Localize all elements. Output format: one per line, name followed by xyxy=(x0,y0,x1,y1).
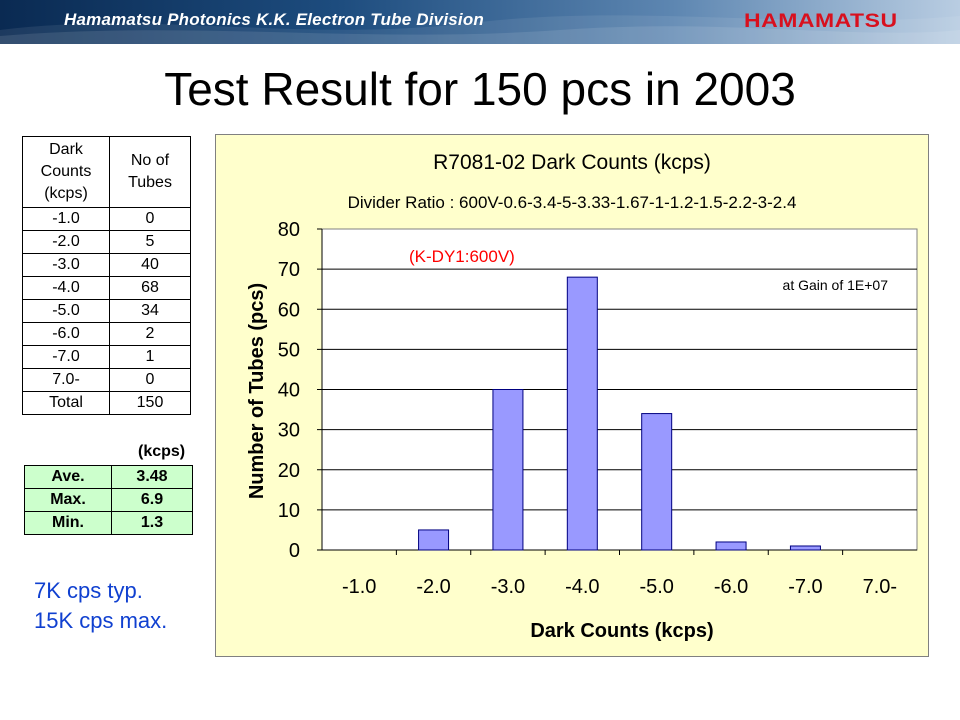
max-note: 15K cps max. xyxy=(34,608,168,633)
page-title: Test Result for 150 pcs in 2003 xyxy=(164,63,796,115)
dark-counts-cell: -4.0 xyxy=(22,276,110,300)
x-tick-label: -5.0 xyxy=(639,576,673,598)
bar xyxy=(715,541,747,551)
dark-counts-header: Dark Counts (kcps) xyxy=(22,136,110,208)
dark-counts-cell: -3.0 xyxy=(22,253,110,277)
y-tick-label: 30 xyxy=(278,420,300,442)
dark-counts-cell: -7.0 xyxy=(22,345,110,369)
dark-counts-cell: -2.0 xyxy=(22,230,110,254)
x-tick-label: -7.0 xyxy=(788,576,822,598)
stats-row: Min. 1.3 xyxy=(24,511,193,535)
y-tick-label: 60 xyxy=(278,299,300,321)
stat-value-cell: 6.9 xyxy=(111,488,193,512)
y-tick-label: 80 xyxy=(278,219,300,241)
stats-table-body: Ave. 3.48 Max. 6.9 Min. 1.3 xyxy=(24,465,193,535)
y-tick-label: 40 xyxy=(278,380,300,402)
typical-note: 7K cps typ. xyxy=(34,578,143,603)
stat-value-cell: 1.3 xyxy=(111,511,193,535)
dark-counts-table-body: -1.0 0 -2.0 5 -3.0 40 -4.0 68 -5.0 34 -6.0 2 -7.0 1 7.… xyxy=(22,207,191,415)
table-row: -3.0 40 xyxy=(22,253,191,277)
y-tick-label: 0 xyxy=(289,540,300,562)
stat-label-cell: Ave. xyxy=(24,465,112,489)
stats-unit-label: (kcps) xyxy=(138,443,186,460)
tube-count-header: No of Tubes xyxy=(109,136,191,208)
y-tick-label: 50 xyxy=(278,339,300,361)
y-tick-label: 20 xyxy=(278,460,300,482)
tube-count-cell: 0 xyxy=(109,207,191,231)
tube-count-cell: 34 xyxy=(109,299,191,323)
dark-counts-cell: 7.0- xyxy=(22,368,110,392)
table-row: -7.0 1 xyxy=(22,345,191,369)
tube-count-cell: 5 xyxy=(109,230,191,254)
stat-label-cell: Min. xyxy=(24,511,112,535)
bar xyxy=(641,413,673,551)
x-tick-label: -1.0 xyxy=(342,576,376,598)
voltage-annotation: (K-DY1:600V) xyxy=(409,247,515,266)
gain-annotation: at Gain of 1E+07 xyxy=(783,277,889,293)
table-row: -5.0 34 xyxy=(22,299,191,323)
table-row: Total 150 xyxy=(22,391,191,415)
table-row: -4.0 68 xyxy=(22,276,191,300)
bar xyxy=(789,545,821,551)
stat-label-cell: Max. xyxy=(24,488,112,512)
dark-counts-cell: -1.0 xyxy=(22,207,110,231)
tube-count-cell: 40 xyxy=(109,253,191,277)
dark-counts-chart: 0 10 20 30 40 50 60 70 80 -1.0 -2.0 -3.0 -4.0 -5.0 -6.… xyxy=(246,151,918,642)
dark-counts-table: Dark Counts (kcps) No of Tubes -1.0 0 -2.0 5 -3… xyxy=(22,136,191,415)
tube-count-cell: 0 xyxy=(109,368,191,392)
banner-wave-decoration xyxy=(0,15,960,44)
table-row: 7.0- 0 xyxy=(22,368,191,392)
chart-subtitle: Divider Ratio : 600V-0.6-3.4-5-3.33-1.67… xyxy=(348,193,797,212)
x-tick-label: -6.0 xyxy=(714,576,748,598)
y-axis-label: Number of Tubes (pcs) xyxy=(246,283,268,499)
table-row: -2.0 5 xyxy=(22,230,191,254)
tube-count-cell: 150 xyxy=(109,391,191,415)
bar xyxy=(566,276,598,551)
table-row: -6.0 2 xyxy=(22,322,191,346)
x-tick-label: 7.0- xyxy=(863,576,897,598)
x-tick-label: -2.0 xyxy=(416,576,450,598)
x-tick-label: -3.0 xyxy=(491,576,525,598)
tube-count-cell: 2 xyxy=(109,322,191,346)
dark-counts-cell: -6.0 xyxy=(22,322,110,346)
chart-title: R7081-02 Dark Counts (kcps) xyxy=(433,151,711,174)
x-tick-label: -4.0 xyxy=(565,576,599,598)
y-tick-label: 70 xyxy=(278,259,300,281)
header-banner: Hamamatsu Photonics K.K. Electron Tube D… xyxy=(0,0,960,44)
bar xyxy=(418,529,450,551)
division-header: Hamamatsu Photonics K.K. Electron Tube D… xyxy=(64,10,484,29)
table-header-row: Dark Counts (kcps) No of Tubes xyxy=(22,136,191,208)
chart-panel: 0 10 20 30 40 50 60 70 80 -1.0 -2.0 -3.0 -4.0 -5.0 -6.… xyxy=(215,134,929,657)
stat-value-cell: 3.48 xyxy=(111,465,193,489)
stats-row: Max. 6.9 xyxy=(24,488,193,512)
table-row: -1.0 0 xyxy=(22,207,191,231)
stats-table: Ave. 3.48 Max. 6.9 Min. 1.3 xyxy=(24,465,193,535)
dark-counts-cell: Total xyxy=(22,391,110,415)
x-axis-label: Dark Counts (kcps) xyxy=(530,620,713,642)
dark-counts-cell: -5.0 xyxy=(22,299,110,323)
y-tick-label: 10 xyxy=(278,500,300,522)
stats-row: Ave. 3.48 xyxy=(24,465,193,489)
bar xyxy=(492,389,524,551)
hamamatsu-logo: HAMAMATSU xyxy=(744,9,898,32)
tube-count-cell: 1 xyxy=(109,345,191,369)
tube-count-cell: 68 xyxy=(109,276,191,300)
